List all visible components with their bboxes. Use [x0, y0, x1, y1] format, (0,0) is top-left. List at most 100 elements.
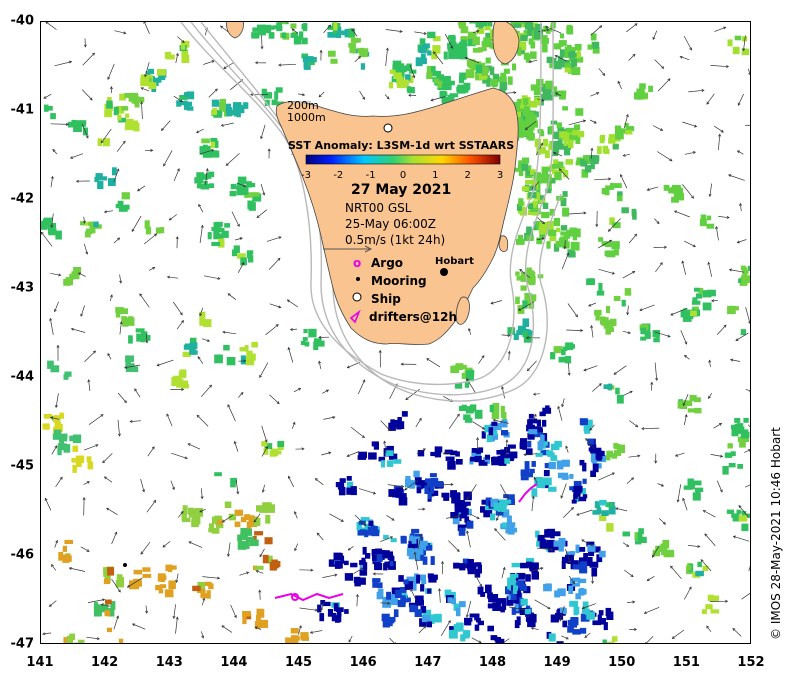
current-arrow: [444, 33, 454, 49]
sst-pixel: [613, 249, 619, 256]
current-arrow: [140, 479, 146, 493]
current-arrow: [372, 572, 384, 576]
sst-pixel: [79, 120, 86, 127]
sst-pixel: [357, 530, 367, 536]
current-arrow: [286, 299, 299, 308]
sst-pixel: [215, 518, 223, 525]
sst-pixel: [64, 371, 72, 377]
current-arrow: [140, 101, 144, 120]
sst-pixel: [574, 44, 582, 51]
sst-pixel: [105, 599, 112, 605]
sst-pixel: [640, 336, 647, 341]
current-arrow: [414, 31, 427, 35]
current-arrow: [507, 350, 511, 361]
current-arrow: [680, 330, 688, 345]
sst-pixel: [470, 456, 476, 462]
sst-pixel: [579, 547, 586, 552]
sst-pixel: [330, 58, 338, 64]
sst-pixel: [316, 340, 325, 347]
sst-pixel: [430, 614, 435, 620]
sst-pixel: [511, 607, 516, 615]
sst-pixel: [516, 203, 522, 211]
current-arrow: [385, 47, 389, 67]
sst-pixel: [378, 550, 386, 557]
sst-pixel: [461, 364, 467, 369]
sst-pixel: [180, 100, 187, 106]
sst-pixel: [597, 614, 602, 621]
current-arrow: [205, 167, 209, 186]
x-tick-label: 149: [543, 655, 571, 670]
sst-pixel: [702, 302, 712, 311]
sst-pixel: [548, 633, 556, 642]
sst-pixel: [490, 79, 499, 87]
sst-pixel: [72, 120, 82, 127]
sst-pixel: [300, 632, 309, 640]
sst-pixel: [518, 198, 524, 207]
sst-pixel: [421, 480, 428, 489]
sst-pixel: [442, 81, 452, 91]
current-arrow: [309, 630, 323, 634]
sst-pixel: [611, 453, 618, 459]
sst-pixel: [256, 608, 263, 618]
sst-pixel: [556, 641, 564, 643]
current-arrow: [83, 38, 87, 48]
sst-pixel: [569, 474, 574, 479]
sst-pixel: [487, 603, 496, 609]
sst-pixel: [590, 160, 595, 170]
sst-pixel: [542, 83, 548, 91]
current-arrow: [679, 55, 690, 61]
current-arrow: [565, 445, 569, 453]
sst-pixel: [559, 33, 564, 39]
sst-pixel: [47, 228, 57, 235]
current-arrow: [81, 123, 89, 139]
sst-pixel: [433, 36, 441, 42]
tasmania-mainland: [275, 87, 519, 345]
sst-pixel: [484, 454, 491, 460]
sst-pixel: [368, 520, 374, 526]
sst-pixel: [521, 41, 527, 51]
sst-pixel: [612, 144, 619, 150]
sst-pixel: [555, 227, 561, 233]
sst-pixel: [364, 523, 369, 532]
y-tick-label: -40: [10, 13, 35, 29]
sst-pixel: [487, 592, 493, 599]
sst-pixel: [214, 515, 222, 520]
current-arrow: [144, 148, 154, 152]
current-arrow: [559, 605, 565, 622]
current-arrow: [410, 588, 417, 601]
sst-pixel: [208, 183, 215, 188]
sst-pixel: [661, 548, 668, 556]
current-arrow: [590, 147, 594, 159]
sst-pixel: [506, 597, 514, 606]
sst-pixel: [388, 422, 396, 431]
sst-pixel: [562, 346, 568, 352]
sst-pixel: [268, 32, 275, 39]
sst-pixel: [438, 74, 444, 81]
sst-pixel: [178, 370, 184, 376]
sst-pixel: [200, 589, 206, 598]
sst-pixel: [567, 249, 575, 257]
sst-pixel: [301, 53, 309, 59]
sst-pixel: [596, 447, 602, 454]
sst-pixel: [84, 231, 91, 238]
sst-pixel: [167, 566, 173, 573]
sst-pixel: [515, 117, 523, 126]
sst-pixel: [534, 96, 542, 106]
sst-pixel: [568, 585, 574, 594]
sst-pixel: [558, 546, 564, 552]
current-arrow: [736, 150, 744, 155]
sst-pixel: [249, 539, 259, 547]
sst-pixel: [234, 521, 241, 528]
sst-pixel: [693, 306, 699, 312]
sst-pixel: [589, 561, 599, 568]
sst-pixel: [452, 516, 460, 525]
sst-pixel: [339, 478, 346, 483]
sst-pixel: [557, 55, 563, 64]
sst-pixel: [524, 461, 530, 470]
sst-pixel: [75, 460, 82, 467]
current-arrow: [626, 477, 635, 484]
sst-pixel: [335, 32, 342, 38]
sst-pixel: [274, 450, 282, 455]
sst-pixel: [518, 105, 524, 110]
sst-pixel: [557, 127, 565, 132]
